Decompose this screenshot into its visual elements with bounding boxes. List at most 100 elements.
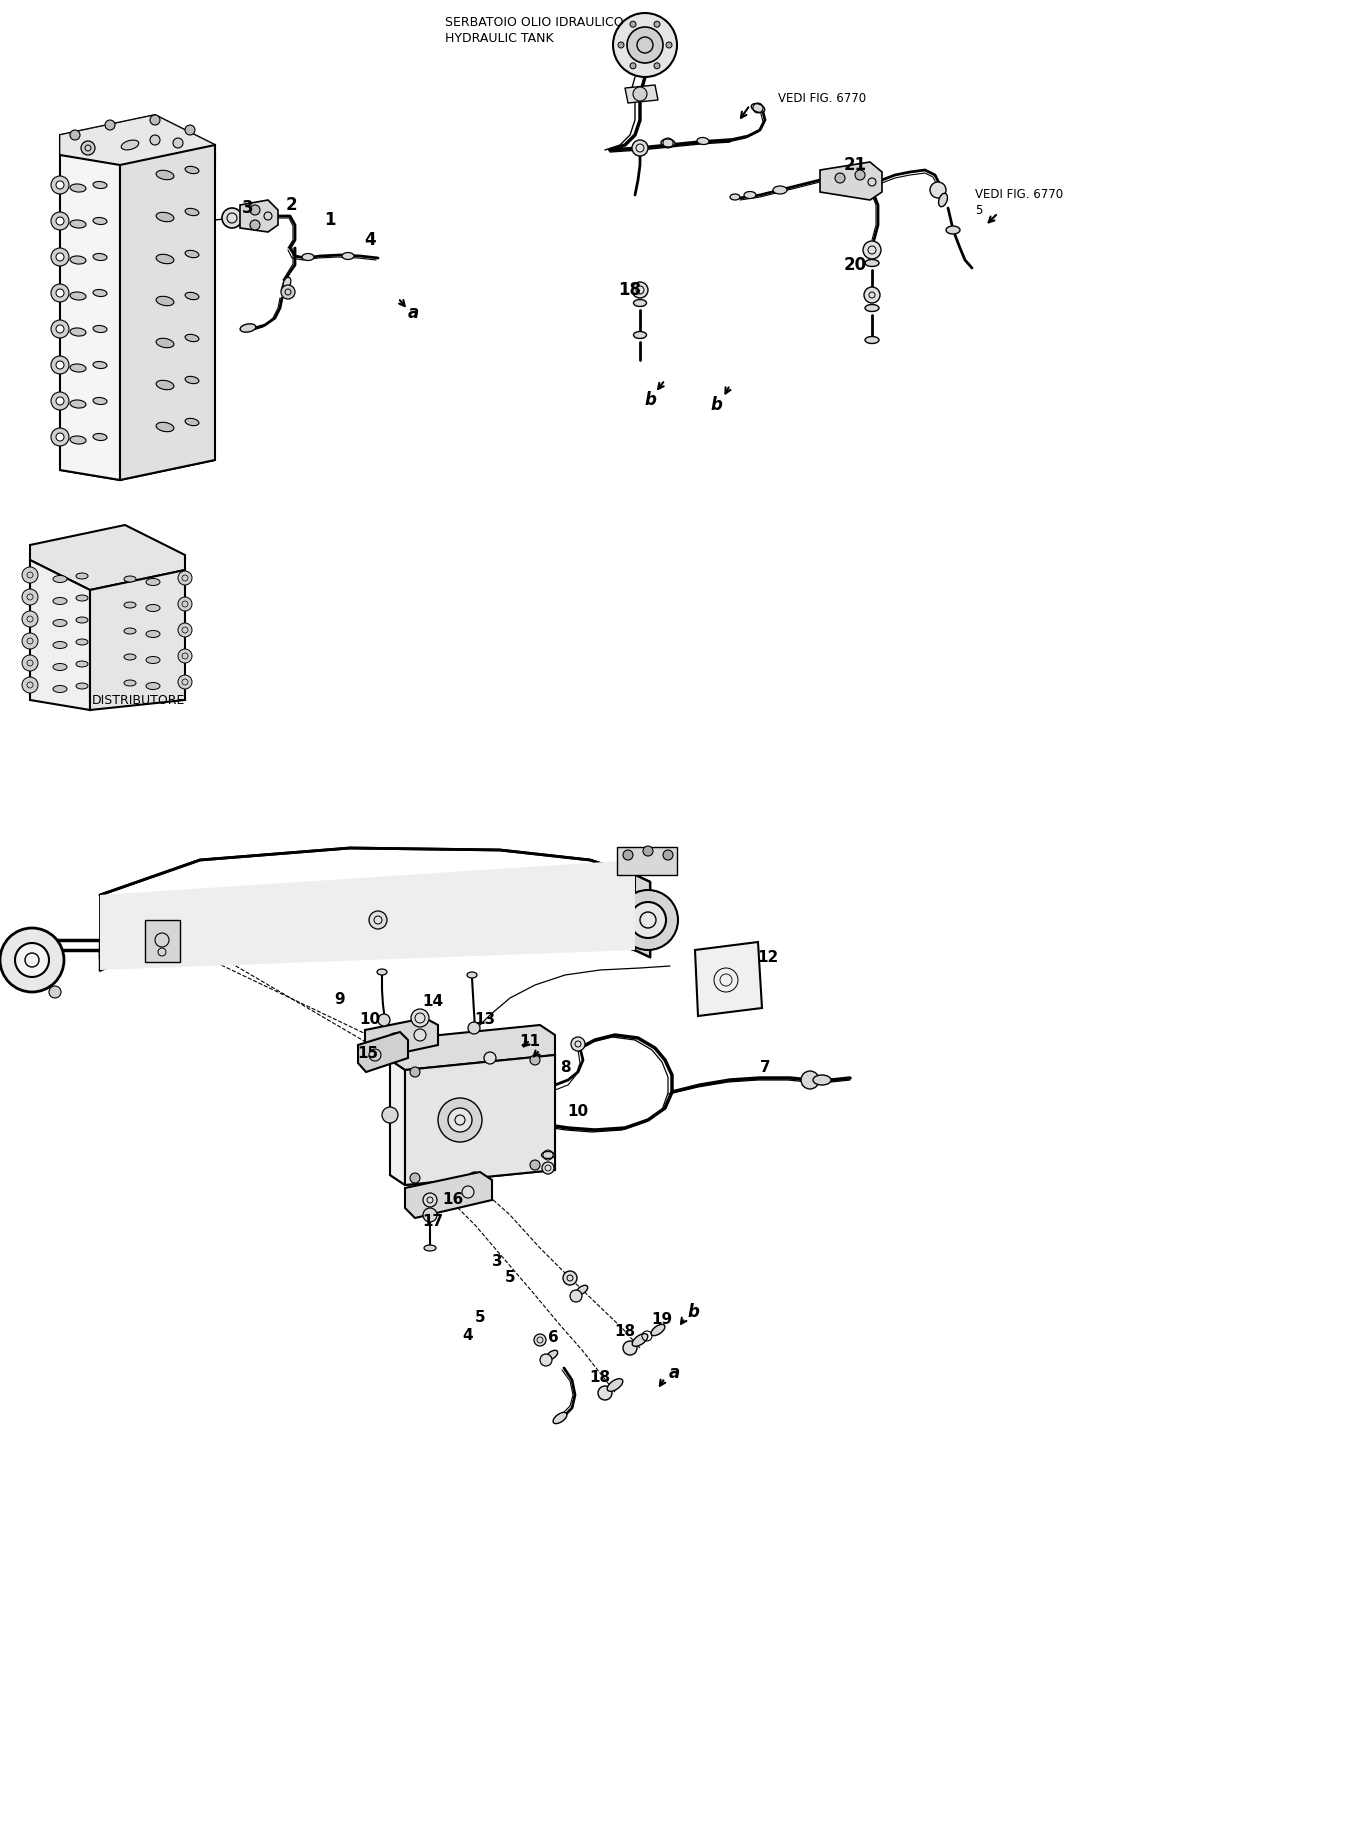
Text: 16: 16 — [442, 1192, 464, 1207]
Text: 18: 18 — [618, 280, 641, 299]
Ellipse shape — [71, 291, 85, 300]
Circle shape — [930, 182, 946, 197]
Circle shape — [22, 676, 38, 693]
Circle shape — [410, 1067, 420, 1076]
Ellipse shape — [633, 300, 647, 306]
Ellipse shape — [865, 337, 879, 343]
Ellipse shape — [553, 1412, 567, 1423]
Ellipse shape — [184, 293, 199, 300]
Circle shape — [281, 286, 296, 299]
Text: a: a — [407, 304, 419, 323]
Ellipse shape — [184, 251, 199, 258]
Circle shape — [56, 361, 64, 369]
Polygon shape — [625, 85, 658, 103]
Circle shape — [71, 131, 80, 140]
Ellipse shape — [660, 138, 675, 147]
Circle shape — [250, 219, 260, 230]
Ellipse shape — [94, 217, 107, 225]
Circle shape — [22, 632, 38, 649]
Text: 8: 8 — [560, 1060, 571, 1076]
Circle shape — [643, 846, 654, 855]
Ellipse shape — [184, 376, 199, 383]
Ellipse shape — [283, 276, 292, 289]
Text: 20: 20 — [843, 256, 866, 275]
Circle shape — [622, 850, 633, 861]
Polygon shape — [100, 861, 635, 969]
Ellipse shape — [156, 380, 174, 389]
Circle shape — [52, 284, 69, 302]
Ellipse shape — [53, 663, 66, 671]
Ellipse shape — [865, 260, 879, 267]
Circle shape — [632, 282, 648, 299]
Text: 17: 17 — [423, 1215, 443, 1229]
Ellipse shape — [146, 605, 160, 612]
Ellipse shape — [53, 597, 66, 605]
Text: 14: 14 — [423, 995, 443, 1010]
Bar — [145, 920, 180, 962]
Ellipse shape — [71, 256, 85, 264]
Ellipse shape — [123, 654, 136, 660]
Circle shape — [151, 114, 160, 125]
Circle shape — [222, 208, 241, 229]
Text: 5: 5 — [975, 203, 982, 216]
Circle shape — [178, 623, 193, 638]
Text: 6: 6 — [548, 1331, 559, 1345]
Text: b: b — [711, 396, 721, 415]
Circle shape — [22, 612, 38, 627]
Ellipse shape — [607, 1379, 622, 1391]
Circle shape — [52, 175, 69, 194]
Circle shape — [468, 1023, 480, 1034]
Polygon shape — [60, 114, 216, 166]
Ellipse shape — [76, 640, 88, 645]
Text: 15: 15 — [358, 1045, 378, 1060]
Ellipse shape — [651, 1325, 664, 1336]
Ellipse shape — [156, 339, 174, 348]
Ellipse shape — [94, 326, 107, 332]
Circle shape — [835, 173, 845, 182]
Ellipse shape — [156, 297, 174, 306]
Polygon shape — [405, 1172, 492, 1218]
Ellipse shape — [71, 184, 85, 192]
Circle shape — [862, 241, 881, 260]
Circle shape — [654, 22, 660, 28]
Circle shape — [571, 1038, 584, 1051]
Circle shape — [388, 1032, 401, 1047]
Circle shape — [0, 929, 64, 992]
Polygon shape — [820, 162, 881, 201]
Circle shape — [250, 205, 260, 216]
Text: HYDRAULIC TANK: HYDRAULIC TANK — [445, 31, 553, 44]
Ellipse shape — [156, 212, 174, 221]
Circle shape — [631, 63, 636, 68]
Text: 3: 3 — [492, 1255, 502, 1270]
Ellipse shape — [53, 619, 66, 627]
Ellipse shape — [76, 595, 88, 601]
Ellipse shape — [156, 170, 174, 181]
Polygon shape — [30, 525, 184, 590]
Circle shape — [622, 1342, 637, 1355]
Circle shape — [22, 568, 38, 582]
Text: 5: 5 — [504, 1270, 515, 1286]
Circle shape — [438, 1098, 481, 1143]
Circle shape — [570, 1290, 582, 1301]
Ellipse shape — [123, 603, 136, 608]
Text: 10: 10 — [359, 1012, 381, 1028]
Polygon shape — [365, 1017, 438, 1058]
Circle shape — [856, 170, 865, 181]
Text: 2: 2 — [285, 195, 297, 214]
Circle shape — [184, 125, 195, 135]
Text: 4: 4 — [462, 1327, 473, 1342]
Circle shape — [52, 321, 69, 337]
Circle shape — [56, 289, 64, 297]
Ellipse shape — [94, 289, 107, 297]
Ellipse shape — [94, 181, 107, 188]
Ellipse shape — [938, 194, 948, 206]
Circle shape — [174, 138, 183, 147]
Circle shape — [151, 135, 160, 146]
Circle shape — [178, 597, 193, 612]
Polygon shape — [30, 560, 89, 710]
Text: a: a — [669, 1364, 679, 1382]
Ellipse shape — [633, 332, 647, 339]
Circle shape — [801, 1071, 819, 1089]
Ellipse shape — [146, 656, 160, 663]
Circle shape — [56, 217, 64, 225]
